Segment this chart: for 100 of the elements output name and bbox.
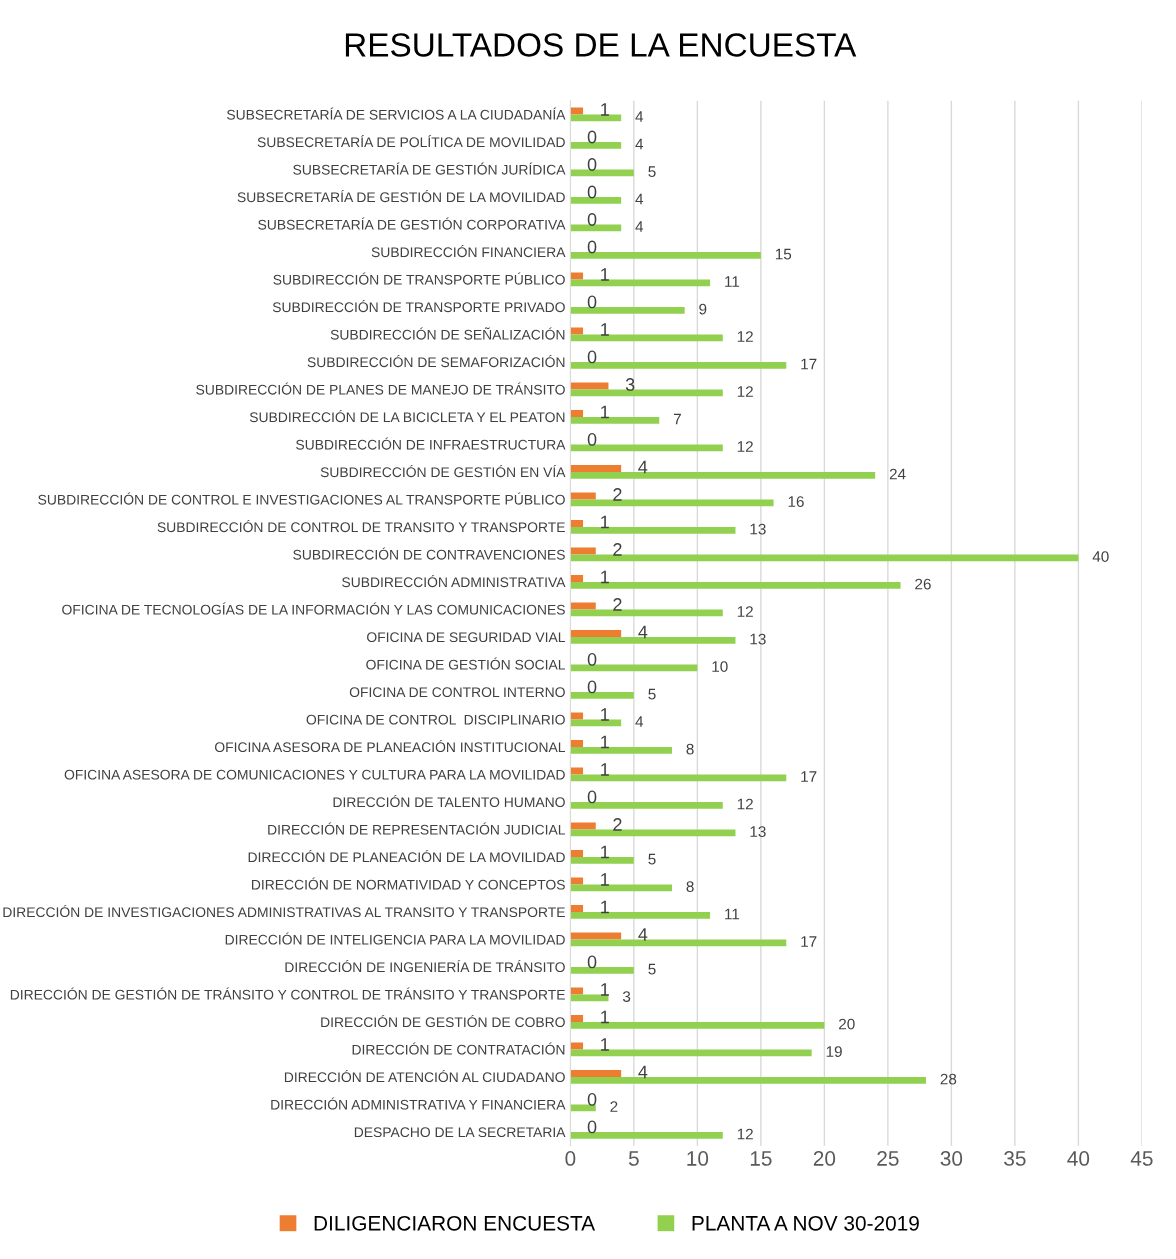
- data-label: 1: [601, 845, 609, 859]
- data-label: 26: [915, 578, 931, 590]
- y-tick-label: SUBSECRETARÍA DE GESTIÓN JURÍDICA: [293, 162, 566, 175]
- data-label: 0: [587, 955, 597, 969]
- bar: [570, 905, 584, 912]
- data-label: 19: [826, 1046, 842, 1057]
- data-label: 2: [613, 598, 622, 611]
- y-tick-label: DIRECCIÓN DE NORMATIVIDAD Y CONCEPTOS: [252, 877, 565, 890]
- y-tick-label: SUBDIRECCIÓN DE CONTROL E INVESTIGACIONES AL TRANSPORTE PÚBLICO: [38, 492, 565, 505]
- y-tick-label: SUBDIRECCIÓN DE LA BICICLETA Y EL PEATON: [249, 409, 565, 423]
- y-tick-label: SUBSECRETARÍA DE GESTIÓN DE LA MOVILIDAD: [237, 189, 565, 203]
- y-tick-label: SUBDIRECCIÓN DE SEÑALIZACIÓN: [330, 327, 565, 340]
- bar: [570, 224, 622, 232]
- data-label: 12: [737, 798, 753, 810]
- data-label: 1: [601, 1038, 609, 1051]
- y-tick-label: SUBSECRETARÍA DE POLÍTICA DE MOVILIDAD: [257, 134, 565, 148]
- bar: [570, 279, 711, 287]
- bar: [570, 1070, 622, 1077]
- x-tick-label: 0: [565, 1151, 576, 1166]
- data-label: 0: [587, 185, 597, 199]
- y-tick-label: SUBDIRECCIÓN DE CONTROL DE TRANSITO Y TRANSPORTE: [157, 519, 565, 533]
- data-label: 8: [686, 743, 694, 755]
- data-label: 9: [699, 303, 707, 315]
- y-tick-label: SUBDIRECCIÓN DE INFRAESTRUCTURA: [296, 437, 566, 450]
- data-label: 12: [737, 441, 753, 452]
- bar: [570, 850, 584, 857]
- data-label: 13: [750, 826, 766, 837]
- data-label: 1: [601, 900, 609, 914]
- data-label: 3: [622, 991, 631, 1002]
- data-label: 17: [801, 936, 817, 947]
- data-label: 0: [587, 433, 597, 446]
- x-tick-label: 15: [750, 1151, 772, 1166]
- data-label: 24: [889, 468, 906, 480]
- data-label: 40: [1092, 551, 1109, 562]
- bar: [570, 1049, 812, 1057]
- y-tick-label: OFICINA DE CONTROL DISCIPLINARIO: [306, 714, 565, 725]
- bar: [570, 740, 584, 747]
- data-label: 20: [839, 1018, 855, 1030]
- data-label: 5: [648, 688, 656, 700]
- bar: [570, 774, 787, 782]
- data-label: 4: [638, 928, 648, 941]
- data-label: 1: [601, 515, 609, 529]
- data-label: 12: [737, 1128, 753, 1140]
- data-label: 5: [648, 963, 656, 975]
- data-label: 10: [712, 661, 728, 672]
- y-tick-label: DIRECCIÓN DE INGENIERÍA DE TRÁNSITO: [285, 959, 565, 973]
- bar: [570, 609, 723, 617]
- data-label: 1: [601, 103, 609, 116]
- data-label: 3: [625, 378, 635, 391]
- y-tick-label: DIRECCIÓN DE TALENTO HUMANO: [333, 794, 565, 808]
- data-label: 0: [587, 1093, 597, 1106]
- chart-title: RESULTADOS DE LA ENCUESTA: [345, 33, 857, 57]
- data-label: 17: [801, 358, 817, 370]
- data-label: 4: [638, 460, 648, 474]
- data-label: 1: [601, 268, 609, 281]
- data-label: 1: [601, 1010, 609, 1024]
- x-tick-label: 5: [628, 1151, 639, 1166]
- data-label: 1: [601, 708, 609, 721]
- data-label: 13: [750, 633, 766, 645]
- y-tick-label: OFICINA ASESORA DE COMUNICACIONES Y CULTURA PARA LA MOVILIDAD: [64, 769, 565, 780]
- data-label: 0: [587, 790, 597, 804]
- data-label: 17: [801, 771, 817, 782]
- data-label: 2: [613, 488, 622, 501]
- data-label: 0: [587, 158, 597, 171]
- y-tick-label: SUBSECRETARÍA DE GESTIÓN CORPORATIVA: [258, 217, 566, 230]
- data-label: 1: [601, 570, 609, 584]
- data-label: 1: [601, 983, 609, 996]
- bar: [570, 389, 723, 397]
- data-label: 2: [613, 543, 622, 556]
- data-label: 2: [613, 818, 622, 831]
- data-label: 1: [601, 763, 609, 776]
- y-tick-label: SUBDIRECCIÓN DE TRANSPORTE PÚBLICO: [273, 272, 565, 285]
- y-tick-label: OFICINA DE TECNOLOGÍAS DE LA INFORMACIÓN Y LAS COMUNICACIONES: [62, 602, 565, 615]
- y-tick-label: DIRECCIÓN DE GESTIÓN DE COBRO: [321, 1014, 565, 1028]
- y-tick-label: SUBDIRECCIÓN DE CONTRAVENCIONES: [293, 547, 565, 560]
- data-label: 0: [587, 240, 597, 254]
- bar: [570, 1104, 596, 1112]
- x-tick-label: 10: [687, 1151, 709, 1166]
- bar: [570, 169, 634, 177]
- data-label: 1: [601, 735, 609, 749]
- x-tick-label: 40: [1067, 1151, 1090, 1166]
- data-label: 11: [725, 908, 740, 920]
- data-label: 0: [587, 350, 597, 364]
- data-label: 12: [737, 331, 753, 342]
- legend-label: DILIGENCIARON ENCUESTA: [314, 1215, 596, 1231]
- data-label: 4: [638, 625, 648, 639]
- data-label: 0: [587, 213, 597, 226]
- y-tick-label: SUBDIRECCIÓN DE TRANSPORTE PRIVADO: [272, 299, 565, 313]
- y-tick-label: DIRECCIÓN DE INVESTIGACIONES ADMINISTRATIVAS AL TRANSITO Y TRANSPORTE: [3, 904, 565, 918]
- x-tick-label: 35: [1004, 1151, 1026, 1166]
- y-tick-label: SUBDIRECCIÓN ADMINISTRATIVA: [342, 574, 566, 588]
- data-label: 28: [940, 1073, 957, 1085]
- data-label: 4: [635, 193, 644, 205]
- y-tick-label: DIRECCIÓN DE CONTRATACIÓN: [352, 1042, 565, 1055]
- bar: [570, 939, 787, 947]
- data-label: 11: [725, 276, 740, 287]
- data-label: 16: [788, 496, 804, 507]
- data-label: 15: [775, 248, 792, 260]
- bar: [570, 664, 698, 672]
- x-tick-label: 45: [1130, 1151, 1153, 1166]
